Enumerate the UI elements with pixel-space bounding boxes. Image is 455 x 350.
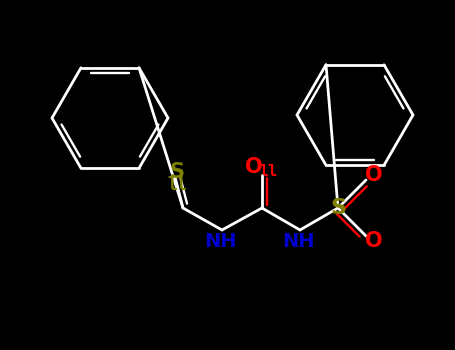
Text: S: S <box>330 198 346 218</box>
Text: ll: ll <box>259 164 277 180</box>
Text: NH: NH <box>204 232 236 251</box>
Text: O: O <box>365 165 383 185</box>
Text: ll: ll <box>167 176 187 194</box>
Text: S: S <box>170 162 184 182</box>
Text: O: O <box>365 231 383 251</box>
Text: NH: NH <box>282 232 314 251</box>
Text: O: O <box>245 157 263 177</box>
